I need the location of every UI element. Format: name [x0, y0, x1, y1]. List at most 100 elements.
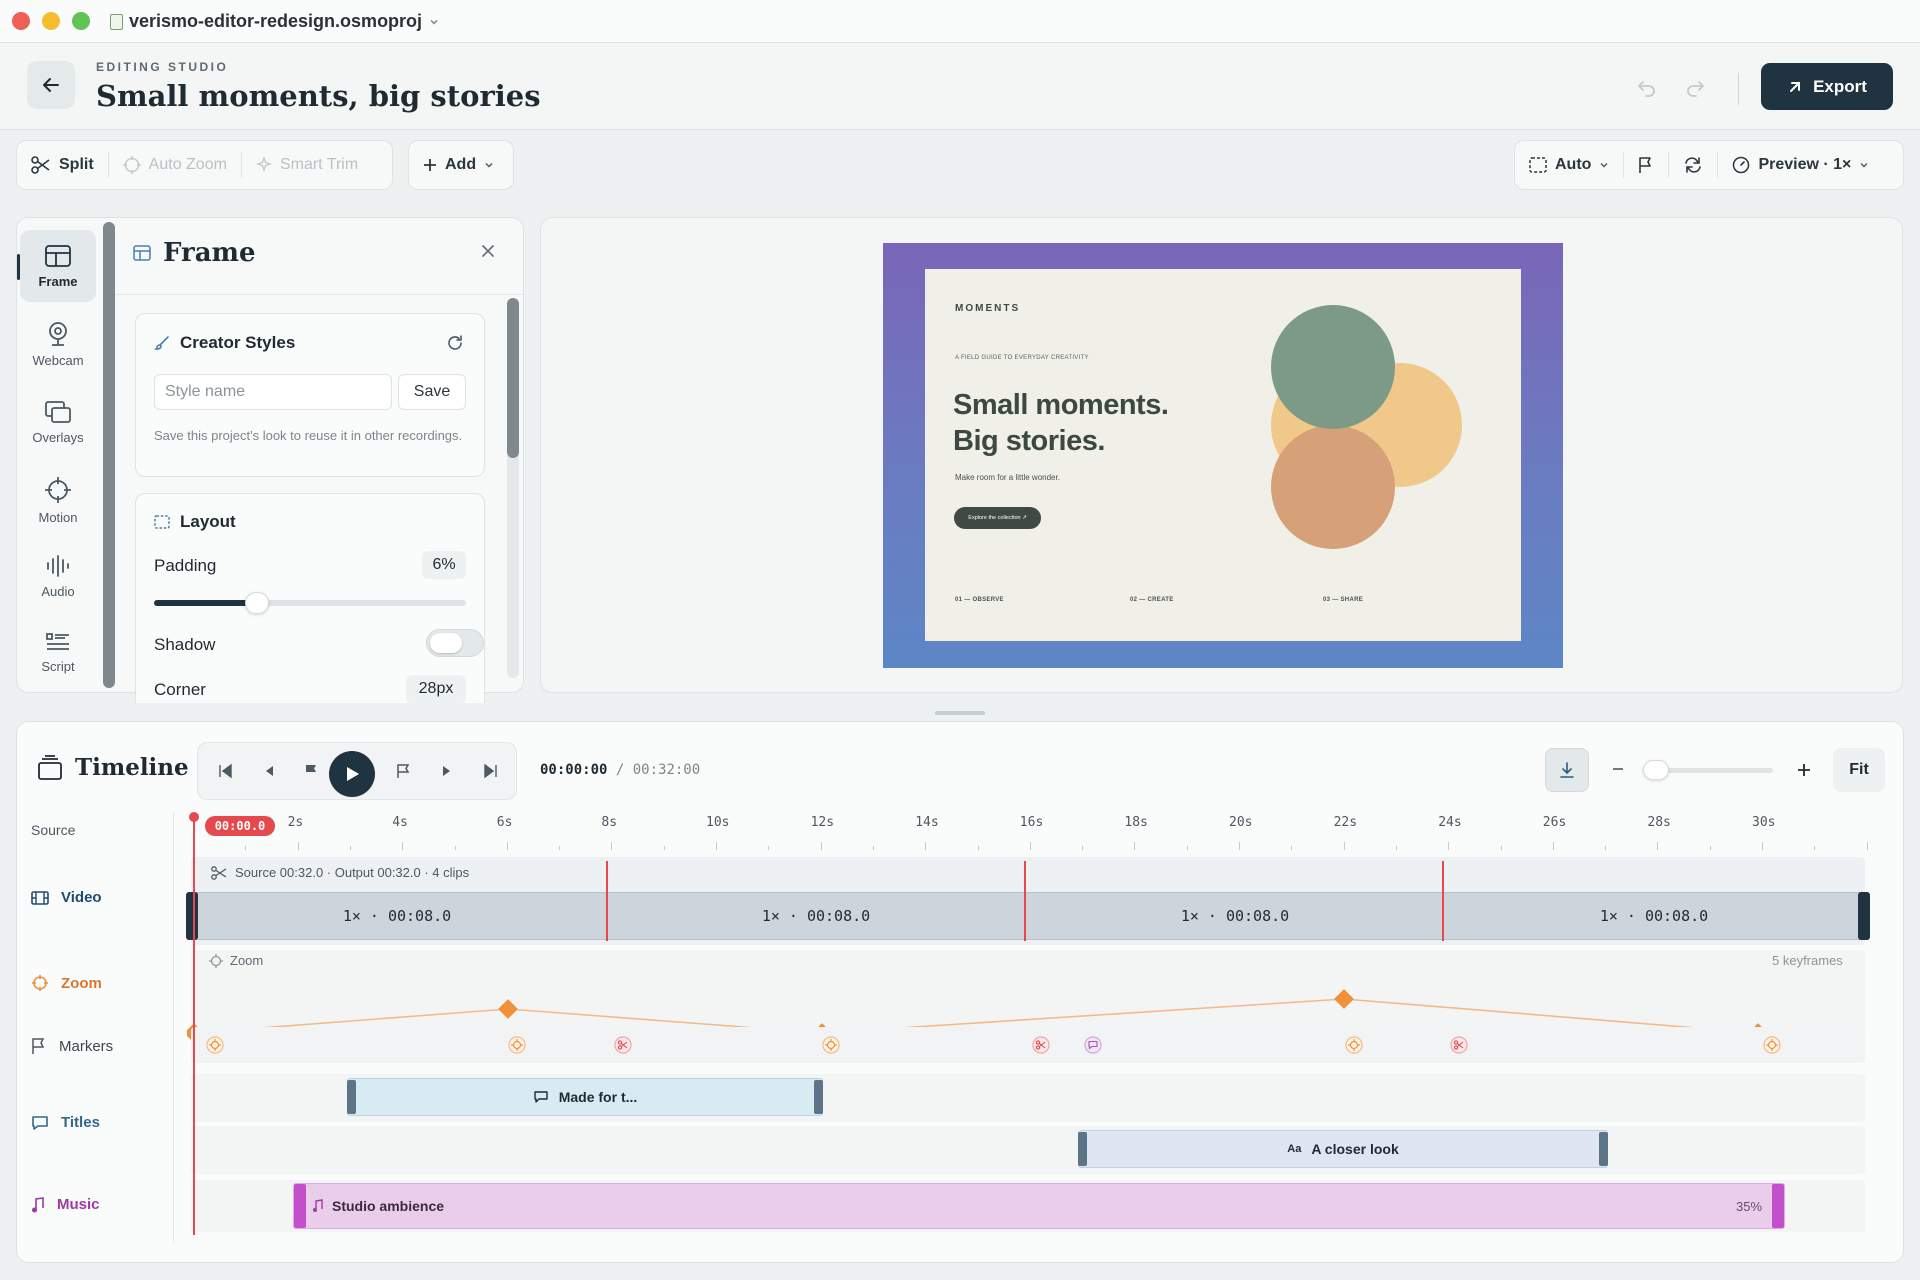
back-button[interactable]: [27, 61, 75, 109]
shadow-toggle-knob: [430, 633, 462, 653]
cut-marker-icon[interactable]: [1449, 1035, 1469, 1055]
cut-marker-icon[interactable]: [613, 1035, 633, 1055]
split-button[interactable]: Split: [17, 141, 108, 189]
snap-button[interactable]: [1545, 748, 1589, 792]
text-style-icon: Aa: [1287, 1143, 1302, 1155]
zoom-in-icon[interactable]: [1796, 762, 1812, 778]
aspect-ratio-select[interactable]: Auto: [1515, 141, 1623, 189]
clip-split-line[interactable]: [1442, 861, 1444, 941]
zoom-marker-icon[interactable]: [1344, 1035, 1364, 1055]
shadow-toggle[interactable]: [426, 629, 484, 657]
rail-item-overlays[interactable]: Overlays: [20, 386, 96, 458]
rail-item-motion[interactable]: Motion: [20, 464, 96, 536]
padding-value[interactable]: 6%: [422, 551, 466, 579]
title-clip-1-handle-start[interactable]: [347, 1080, 356, 1114]
zoom-marker-icon[interactable]: [821, 1035, 841, 1055]
video-clip[interactable]: 1× · 00:08.0: [761, 907, 871, 925]
step-back-icon[interactable]: [260, 762, 278, 780]
header-divider: [1738, 73, 1739, 105]
panel-scrollbar-thumb[interactable]: [507, 298, 519, 458]
panel-title-text: Frame: [163, 238, 256, 268]
timeline-zoom-handle[interactable]: [1643, 760, 1669, 780]
video-trim-handle-start[interactable]: [186, 892, 198, 940]
rail-item-audio[interactable]: Audio: [20, 540, 96, 612]
zoom-lane-label: Zoom: [230, 953, 264, 968]
project-title[interactable]: Small moments, big stories: [96, 79, 541, 113]
clip-split-line[interactable]: [1024, 861, 1026, 941]
rail-item-script[interactable]: Script: [20, 616, 96, 688]
title-clip-2-handle-end[interactable]: [1599, 1132, 1608, 1166]
motion-icon: [45, 476, 71, 503]
title-clip-2[interactable]: Aa A closer look: [1078, 1130, 1608, 1168]
step-forward-icon[interactable]: [438, 762, 456, 780]
ruler-tick: [977, 846, 979, 850]
maximize-window-button[interactable]: [72, 12, 90, 30]
note-marker-icon[interactable]: [1083, 1035, 1103, 1055]
timeline-zoom-slider[interactable]: [1653, 768, 1773, 773]
music-note-icon: [32, 1196, 44, 1212]
creator-styles-title: Creator Styles: [180, 333, 296, 352]
zoom-out-icon[interactable]: [1611, 762, 1625, 776]
ruler-label: 24s: [1438, 815, 1462, 830]
cut-marker-icon[interactable]: [1031, 1035, 1051, 1055]
corner-value[interactable]: 28px: [406, 675, 466, 703]
pane-resize-handle[interactable]: [935, 711, 985, 715]
music-clip[interactable]: Studio ambience 35%: [293, 1183, 1785, 1229]
flag-button[interactable]: [1624, 141, 1668, 189]
undo-icon[interactable]: [1636, 76, 1658, 98]
close-icon[interactable]: [481, 244, 495, 258]
title-clip-1-handle-end[interactable]: [814, 1080, 823, 1114]
rail-item-frame[interactable]: Frame: [20, 230, 96, 302]
smart-trim-button[interactable]: Smart Trim: [242, 141, 372, 189]
padding-slider[interactable]: [154, 592, 466, 614]
skip-end-icon[interactable]: [482, 762, 500, 780]
zoom-keyframe[interactable]: [498, 999, 518, 1019]
current-time: 00:00:00: [540, 762, 608, 778]
reset-icon[interactable]: [446, 334, 464, 352]
window-title[interactable]: verismo-editor-redesign.osmoproj: [110, 11, 440, 32]
music-trim-handle-end[interactable]: [1772, 1184, 1784, 1228]
ruler-tick: [1291, 846, 1293, 850]
tool-divider: [240, 152, 242, 178]
preview-speed-select[interactable]: Preview · 1×: [1718, 141, 1883, 189]
swap-button[interactable]: [1669, 141, 1717, 189]
zoom-marker-icon[interactable]: [205, 1035, 225, 1055]
video-clip[interactable]: 1× · 00:08.0: [342, 907, 452, 925]
minimize-window-button[interactable]: [42, 12, 60, 30]
music-volume[interactable]: 35%: [1736, 1199, 1763, 1214]
rail-item-webcam[interactable]: Webcam: [20, 308, 96, 380]
zoom-marker-icon[interactable]: [1762, 1035, 1782, 1055]
panel-scrollbar[interactable]: [507, 298, 519, 678]
playhead-handle[interactable]: [189, 812, 199, 822]
auto-zoom-button[interactable]: Auto Zoom: [109, 141, 241, 189]
track-label-markers: Markers: [31, 1037, 113, 1055]
preview-canvas[interactable]: MOMENTS A FIELD GUIDE TO EVERYDAY CREATI…: [883, 243, 1563, 668]
add-marker-icon[interactable]: [394, 762, 412, 780]
music-trim-handle-start[interactable]: [294, 1184, 306, 1228]
playhead-line[interactable]: [193, 815, 195, 1235]
zoom-marker-icon[interactable]: [507, 1035, 527, 1055]
style-name-input[interactable]: [154, 374, 392, 410]
clip-split-line[interactable]: [606, 861, 608, 941]
redo-icon[interactable]: [1684, 76, 1706, 98]
rail-label-frame: Frame: [38, 273, 78, 289]
swap-icon: [1685, 157, 1702, 173]
title-clip-2-handle-start[interactable]: [1078, 1132, 1087, 1166]
play-button[interactable]: [329, 751, 375, 797]
save-style-button[interactable]: Save: [398, 374, 466, 410]
skip-start-icon[interactable]: [216, 762, 234, 780]
video-clip[interactable]: 1× · 00:08.0: [1599, 907, 1709, 925]
view-tools: Auto Preview · 1×: [1514, 140, 1904, 190]
title-clip-1[interactable]: Made for t...: [347, 1078, 823, 1116]
padding-slider-handle[interactable]: [244, 592, 269, 614]
document-icon: [110, 13, 123, 30]
fit-button[interactable]: Fit: [1833, 748, 1885, 792]
video-trim-handle-end[interactable]: [1858, 892, 1870, 940]
prev-marker-icon[interactable]: [302, 762, 320, 780]
export-button[interactable]: Export: [1761, 63, 1893, 110]
video-clip[interactable]: 1× · 00:08.0: [1180, 907, 1290, 925]
rail-scrollbar[interactable]: [103, 222, 115, 688]
close-window-button[interactable]: [12, 12, 30, 30]
zoom-keyframe[interactable]: [1334, 989, 1354, 1009]
add-button[interactable]: Add: [409, 141, 508, 189]
